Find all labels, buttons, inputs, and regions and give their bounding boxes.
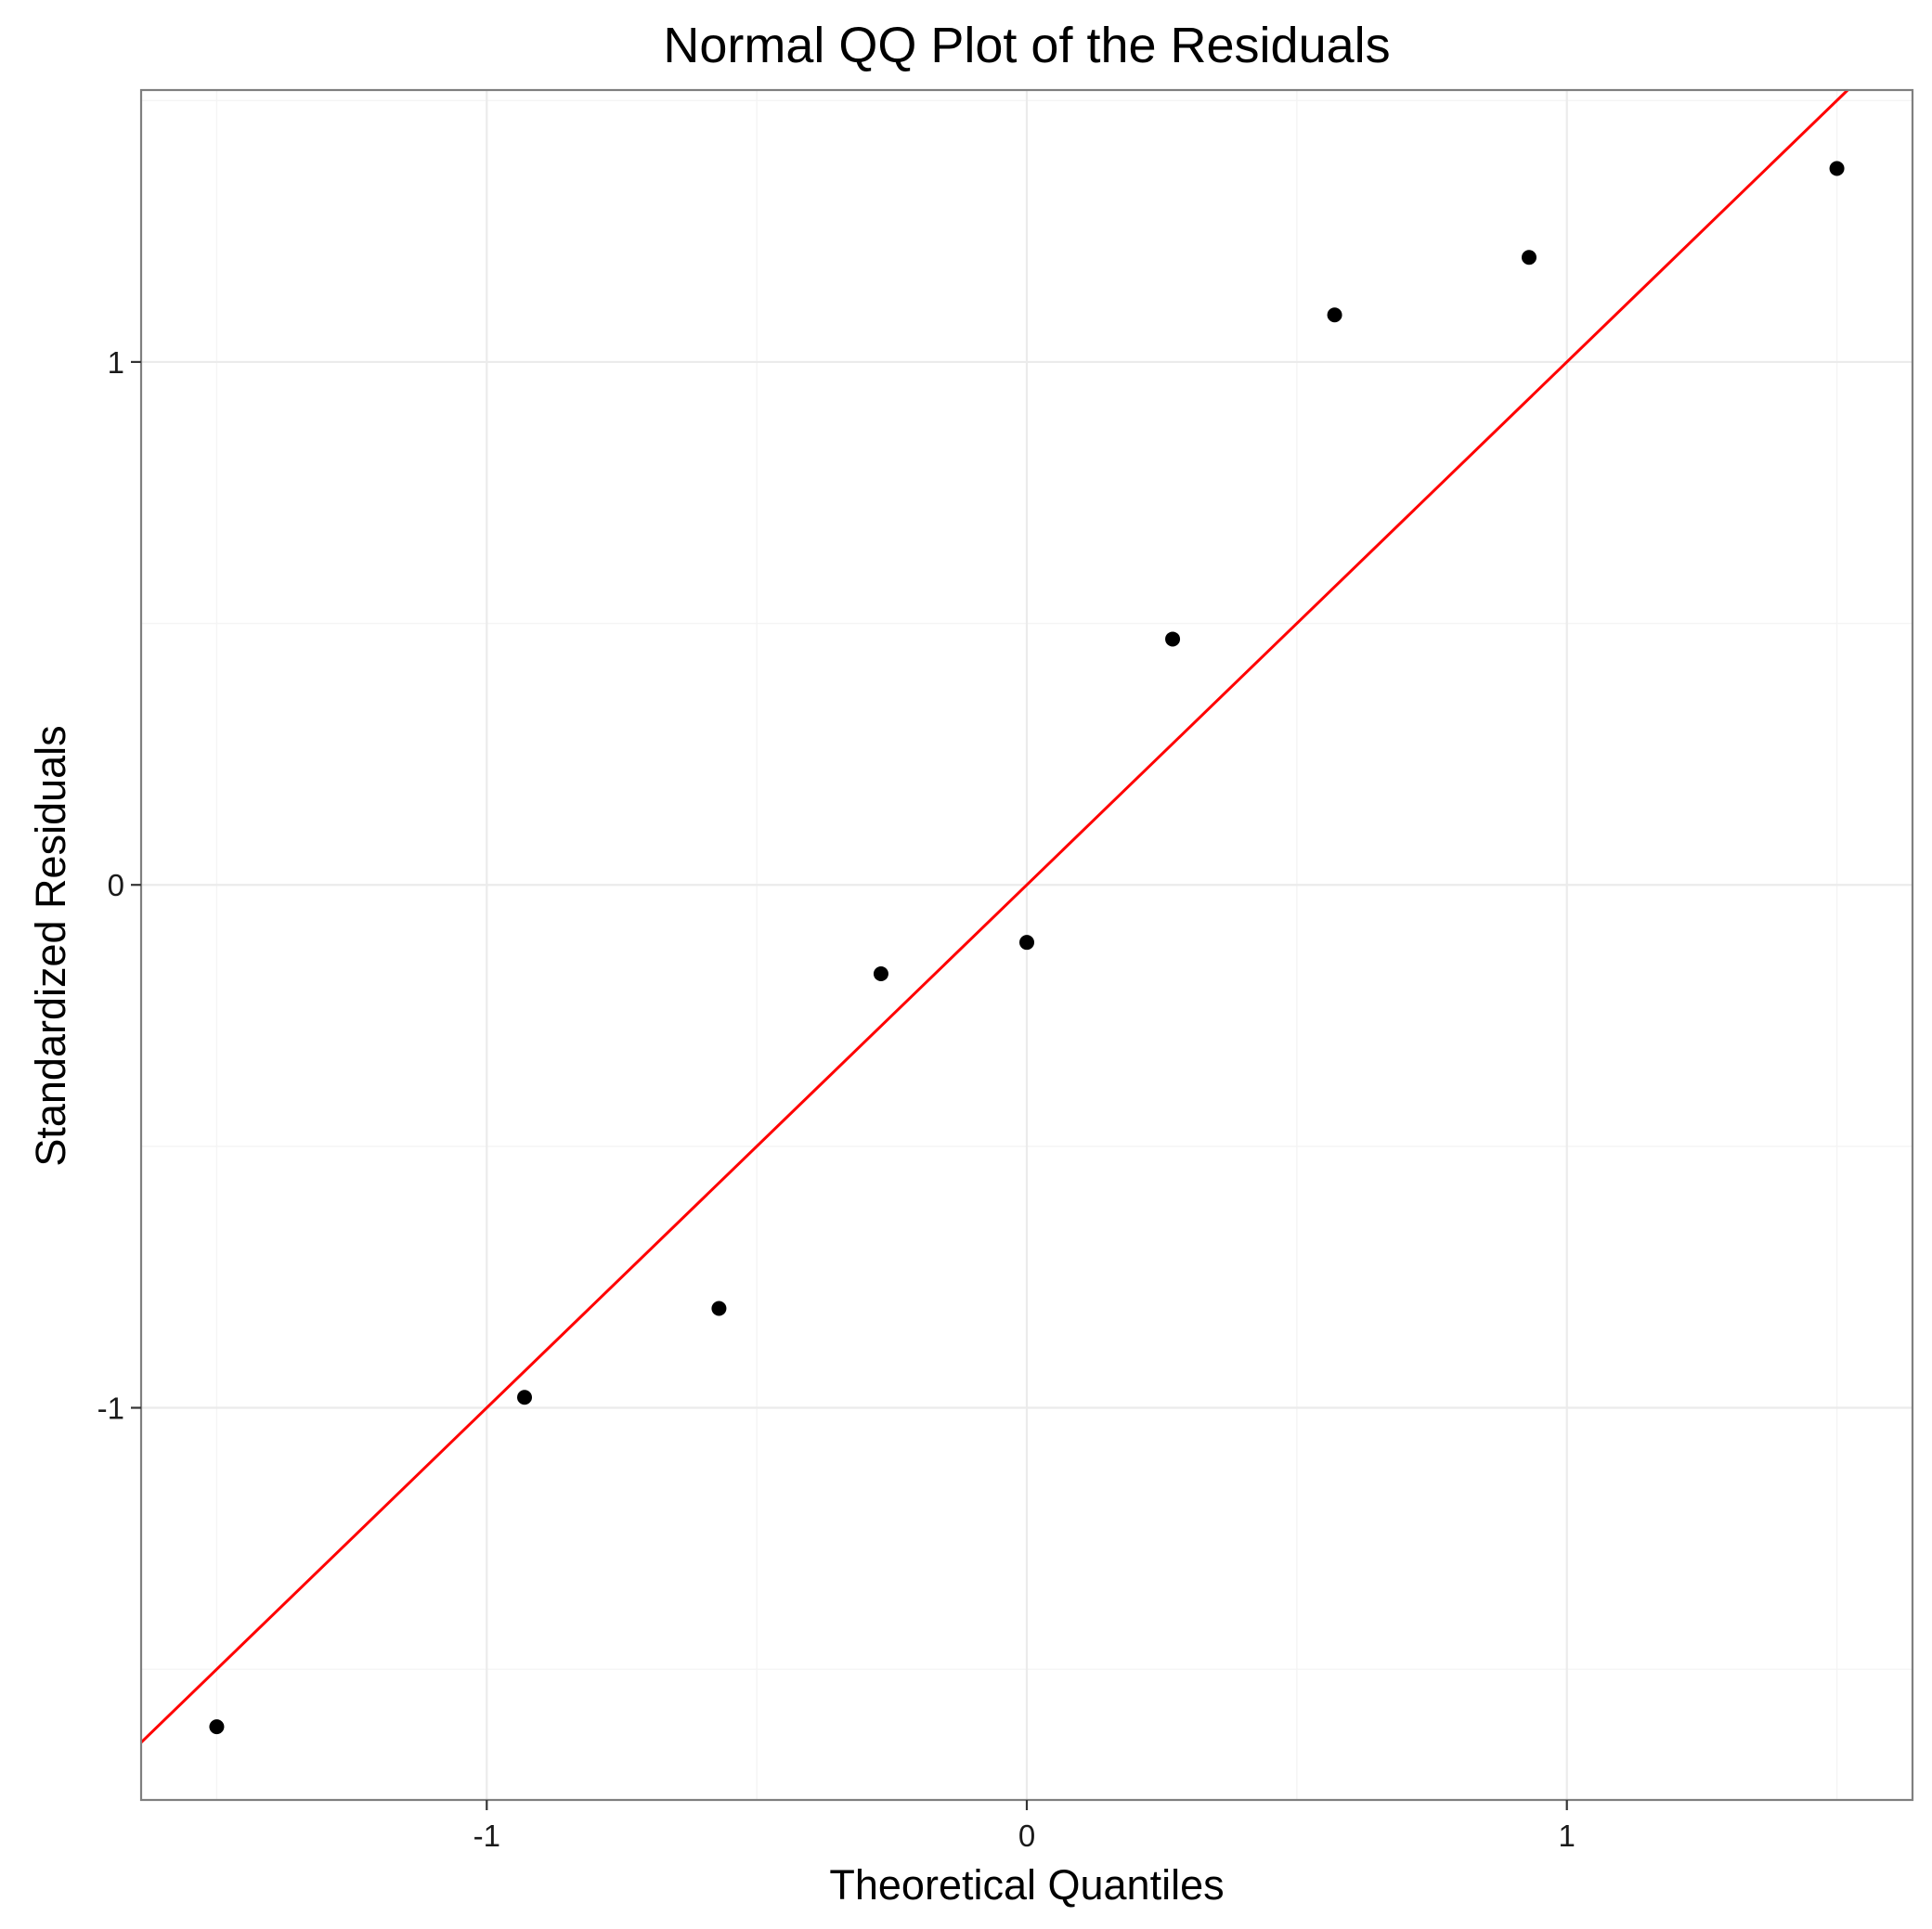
reference-line: [139, 88, 1849, 1744]
y-tick-label: 1: [108, 345, 124, 380]
data-points: [209, 161, 1845, 1735]
x-tick-label: -1: [473, 1819, 500, 1853]
y-tick-label: -1: [97, 1392, 124, 1426]
data-point: [711, 1301, 727, 1316]
data-point: [1521, 250, 1537, 265]
axis-ticks: -1 0 1 -1 0 1: [97, 345, 1575, 1853]
x-axis-title: Theoretical Quantiles: [829, 1861, 1224, 1909]
y-tick-label: 0: [108, 868, 124, 902]
x-tick-label: 0: [1018, 1819, 1035, 1853]
data-point: [517, 1390, 533, 1405]
data-point: [209, 1719, 225, 1735]
data-point: [1829, 161, 1845, 176]
reference-line-layer: [139, 88, 1849, 1744]
data-point: [1019, 935, 1034, 951]
data-point: [873, 965, 888, 981]
x-tick-label: 1: [1559, 1819, 1575, 1853]
y-axis-title: Standardized Residuals: [27, 725, 74, 1166]
data-point: [1165, 631, 1181, 647]
chart-title: Normal QQ Plot of the Residuals: [663, 18, 1390, 73]
data-point: [1327, 307, 1342, 323]
